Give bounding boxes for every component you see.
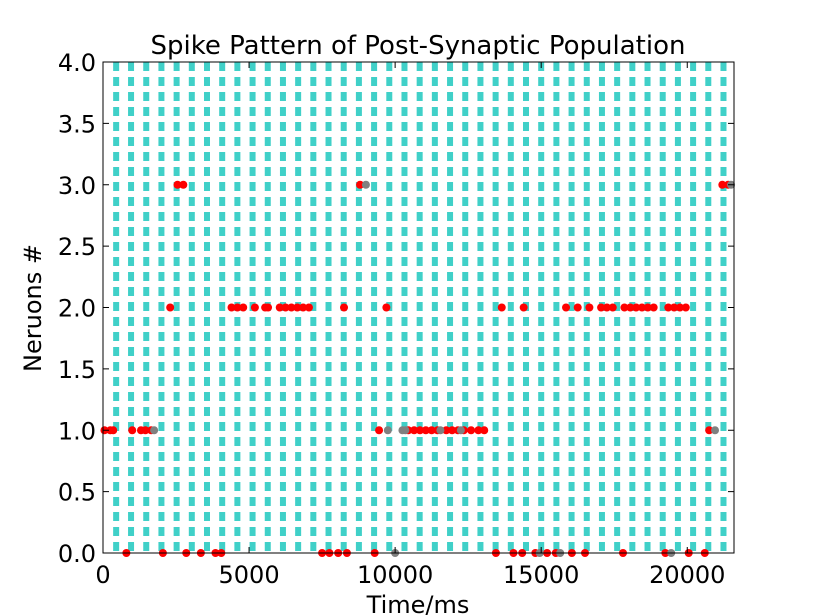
spike-point-s0-51	[643, 303, 652, 312]
y-tick-label-6: 3.0	[58, 172, 96, 200]
spike-point-s1-2	[383, 426, 392, 435]
spike-point-s0-44	[597, 303, 606, 312]
spike-point-s0-11	[233, 303, 242, 312]
spike-point-s0-21	[304, 303, 313, 312]
y-tick-label-0: 0.0	[58, 540, 96, 568]
spike-point-s0-53	[664, 303, 673, 312]
spike-point-s0-22	[340, 303, 349, 312]
spike-point-s0-28	[415, 426, 424, 435]
x-tick-label-4: 20000	[649, 561, 725, 589]
spike-point-s0-40	[519, 303, 528, 312]
spike-point-s0-54	[670, 303, 679, 312]
spike-point-s0-43	[585, 303, 594, 312]
spike-point-s0-8	[173, 180, 182, 189]
spike-point-s0-15	[264, 303, 273, 312]
spike-point-s0-50	[637, 303, 646, 312]
spike-point-s0-3	[128, 426, 137, 435]
x-tick-label-2: 10000	[357, 561, 433, 589]
spike-point-s0-37	[474, 426, 483, 435]
y-tick-label-8: 4.0	[58, 49, 96, 77]
spike-point-s0-57	[705, 426, 714, 435]
spike-point-s0-13	[250, 303, 259, 312]
x-axis-label: Time/ms	[366, 591, 470, 615]
spike-point-s0-25	[382, 303, 391, 312]
spike-point-s0-36	[467, 426, 476, 435]
spike-point-s0-2	[109, 426, 118, 435]
x-tick-label-1: 5000	[219, 561, 280, 589]
spike-point-s0-18	[287, 303, 296, 312]
y-tick-label-4: 2.0	[58, 295, 96, 323]
spike-point-s0-45	[602, 303, 611, 312]
spike-point-s1-1	[361, 180, 370, 189]
spike-point-s0-38	[480, 426, 489, 435]
spike-point-s0-56	[681, 303, 690, 312]
y-tick-label-5: 2.5	[58, 233, 96, 261]
spike-point-s0-39	[497, 303, 506, 312]
spike-point-s0-30	[427, 426, 436, 435]
spike-point-s1-4	[401, 426, 410, 435]
x-axis-ticks: 0 5000 10000 15000 20000	[95, 62, 725, 589]
spike-point-s0-55	[675, 303, 684, 312]
spike-point-s0-24	[375, 426, 384, 435]
spike-point-s0-48	[626, 303, 635, 312]
spike-point-s1-5	[436, 426, 445, 435]
spike-point-s0-41	[562, 303, 571, 312]
y-axis-label: Neruons #	[19, 244, 47, 372]
x-tick-label-3: 15000	[503, 561, 579, 589]
spike-point-s0-5	[141, 426, 150, 435]
spike-point-s0-49	[632, 303, 641, 312]
spike-point-s0-33	[448, 426, 457, 435]
spike-point-s0-58	[718, 180, 727, 189]
y-tick-label-2: 1.0	[58, 417, 96, 445]
spike-point-s0-23	[356, 180, 365, 189]
spike-point-s0-20	[299, 303, 308, 312]
y-tick-label-3: 1.5	[58, 356, 96, 384]
spike-point-s0-10	[227, 303, 236, 312]
spike-point-s0-47	[620, 303, 629, 312]
spike-point-s0-19	[293, 303, 302, 312]
spike-point-s0-17	[281, 303, 290, 312]
y-tick-label-7: 3.5	[58, 110, 96, 138]
spike-point-s1-6	[456, 426, 465, 435]
spike-point-s0-42	[573, 303, 582, 312]
y-axis-ticks: 0.0 0.5 1.0 1.5 2.0 2.5 3.0 3.5 4.0	[58, 49, 734, 568]
spike-point-s0-16	[275, 303, 284, 312]
spike-point-s0-32	[442, 426, 451, 435]
spike-point-s0-12	[239, 303, 248, 312]
spike-point-s1-7	[711, 426, 720, 435]
y-tick-label-1: 0.5	[58, 479, 96, 507]
spike-point-s0-9	[179, 180, 188, 189]
spike-point-s0-29	[421, 426, 430, 435]
x-tick-label-0: 0	[95, 561, 110, 589]
spike-point-s0-46	[608, 303, 617, 312]
spike-point-s0-27	[410, 426, 419, 435]
spike-point-s0-52	[649, 303, 658, 312]
spike-point-s1-0	[150, 426, 159, 435]
spike-point-s0-7	[166, 303, 175, 312]
chart-title: Spike Pattern of Post-Synaptic Populatio…	[151, 31, 686, 61]
